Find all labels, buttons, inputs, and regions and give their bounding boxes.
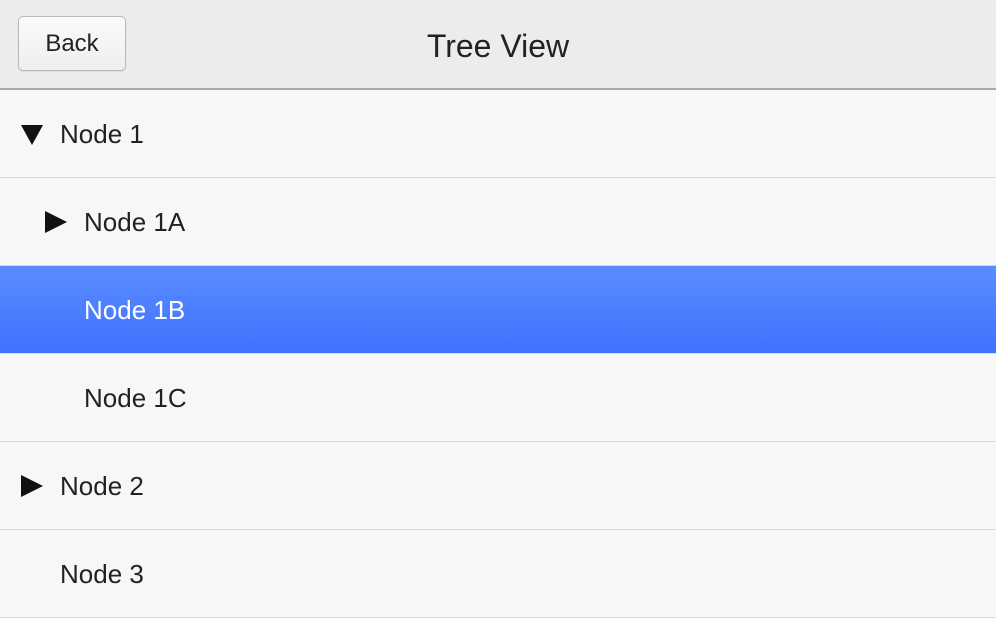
back-button[interactable]: Back [18,16,126,71]
triangle-down-icon[interactable] [20,122,44,146]
toggle-spacer [20,562,44,586]
tree-row-label: Node 1 [60,118,144,149]
tree-row-node-1b[interactable]: Node 1B [0,266,996,354]
tree-row-label: Node 1C [84,382,187,413]
tree-row-node-2[interactable]: Node 2 [0,442,996,530]
toggle-spacer [44,298,68,322]
tree-row-label: Node 1B [84,294,186,325]
header-bar: Back Tree View [0,0,996,90]
page-title: Tree View [426,28,570,64]
tree-row-node-3[interactable]: Node 3 [0,530,996,618]
tree-row-node-1c[interactable]: Node 1C [0,354,996,442]
tree-row-node-1[interactable]: Node 1 [0,90,996,178]
tree-row-label: Node 1A [84,206,186,237]
tree-row-label: Node 2 [60,470,144,501]
triangle-right-icon[interactable] [20,474,44,498]
tree-list: Node 1 Node 1A Node 1B Node 1C Node 2 No… [0,90,996,618]
tree-row-label: Node 3 [60,558,144,589]
triangle-right-icon[interactable] [44,210,68,234]
tree-row-node-1a[interactable]: Node 1A [0,178,996,266]
toggle-spacer [44,386,68,410]
